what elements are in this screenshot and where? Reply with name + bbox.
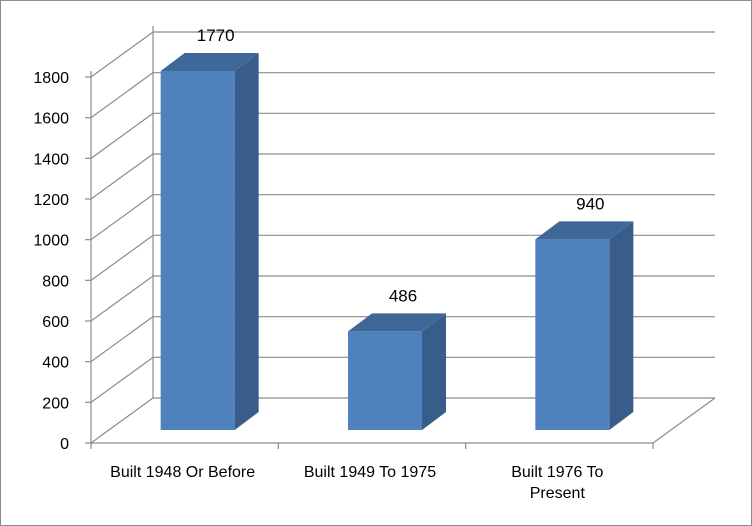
gridline-depth	[90, 275, 154, 322]
y-tick-label: 1400	[33, 151, 69, 168]
x-tick-label: Built 1949 To 1975	[304, 464, 436, 481]
bar-side	[234, 53, 259, 430]
bar	[348, 331, 422, 430]
y-tick-label: 800	[42, 273, 69, 290]
data-label: 940	[576, 194, 604, 213]
bar	[160, 71, 235, 430]
y-tick-label: 1200	[33, 192, 69, 209]
gridline-depth	[90, 397, 154, 444]
bar-top	[348, 313, 446, 332]
x-tick-label: Built 1948 Or Before	[110, 464, 255, 481]
bar-side	[609, 221, 634, 430]
y-tick-label: 200	[42, 395, 69, 412]
y-tick-label: 0	[60, 436, 69, 453]
bar-top	[535, 221, 634, 240]
bar-side	[422, 313, 446, 430]
gridline-depth	[90, 356, 154, 403]
bar-top	[160, 53, 259, 71]
x-tick-label: Present	[530, 485, 586, 502]
gridline-depth	[90, 234, 154, 281]
data-label: 1770	[197, 26, 235, 45]
y-tick-label: 400	[42, 355, 69, 372]
gridline-depth	[90, 72, 154, 119]
x-tick-label: Built 1976 To	[511, 464, 603, 481]
y-tick-label: 1800	[33, 70, 69, 87]
bar	[535, 239, 610, 430]
floor-right-edge	[652, 397, 716, 444]
y-tick-label: 1000	[33, 233, 69, 250]
gridline-depth	[90, 316, 154, 363]
y-tick-label: 600	[42, 314, 69, 331]
gridline-depth	[90, 112, 154, 159]
data-label: 486	[389, 286, 417, 305]
gridline-depth	[90, 194, 154, 241]
y-tick-label: 1600	[33, 111, 69, 128]
gridline-depth	[90, 153, 154, 200]
gridline-depth	[90, 31, 154, 78]
